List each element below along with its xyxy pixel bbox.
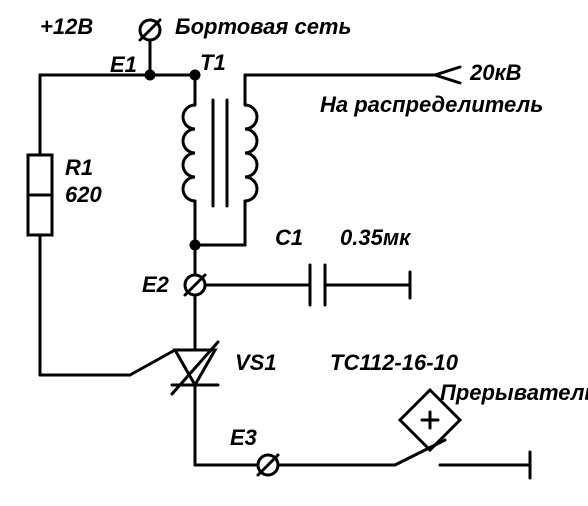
output-voltage-label: 20кВ	[470, 60, 522, 86]
output-name-label: На распределитель	[320, 92, 543, 118]
terminal-e1-label: Е1	[110, 52, 137, 78]
t1-primary-coil	[183, 105, 195, 201]
vs1-gate	[130, 350, 175, 375]
resistor-value-label: 620	[65, 182, 102, 208]
capacitor-ref-label: С1	[275, 225, 303, 251]
t1-secondary-coil	[245, 105, 257, 201]
capacitor-value-label: 0.35мк	[340, 225, 410, 251]
transformer-label: Т1	[200, 50, 226, 76]
breaker-name-label: Прерыватель	[440, 380, 588, 406]
terminal-e2-label: Е2	[142, 272, 169, 298]
supply-name-label: Бортовая сеть	[175, 14, 352, 40]
thyristor-type-label: ТС112-16-10	[330, 350, 458, 376]
supply-voltage-label: +12В	[40, 14, 93, 40]
resistor-ref-label: R1	[65, 155, 93, 181]
output-arrow	[435, 67, 460, 83]
terminal-e3-label: Е3	[230, 425, 257, 451]
resistor-r1-top	[28, 155, 52, 195]
thyristor-ref-label: VS1	[235, 350, 277, 376]
resistor-r1-bottom	[28, 195, 52, 235]
